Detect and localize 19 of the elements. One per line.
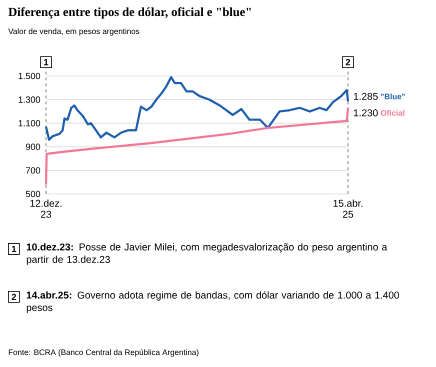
- text: 10.dez.23: Posse de Javier Milei, com megadesvalorização do peso argentino a partir de 13.dez.23: [26, 243, 388, 265]
- chart-title: Diferença entre tipos de dólar, oficial e "blue": [8, 7, 251, 19]
- x-tick-label: 15.abr. 25: [334, 200, 362, 218]
- x-tick-label: 12.dez. 23: [30, 200, 62, 218]
- ref-line-label: 1: [44, 59, 48, 66]
- y-tick-label: 700: [26, 167, 40, 174]
- annotation: 1.285: [354, 92, 378, 100]
- y-tick-label: 900: [26, 144, 40, 150]
- y-tick-label: 1.300: [18, 96, 40, 103]
- text: 14.abr.25: Governo adota regime de bandas, com dólar variando de 1.000 a 1.400 pesos: [26, 291, 400, 314]
- y-tick-label: 1.500: [18, 72, 40, 80]
- y-tick-label: 1.100: [18, 120, 40, 126]
- y-tick-label: 500: [26, 190, 40, 198]
- text: 1: [12, 246, 16, 252]
- text: 2: [12, 294, 16, 300]
- line-series: [44, 106, 350, 186]
- line-series: [44, 76, 350, 141]
- ref-line-label: 2: [346, 58, 350, 66]
- annotation: 1.230: [354, 109, 378, 116]
